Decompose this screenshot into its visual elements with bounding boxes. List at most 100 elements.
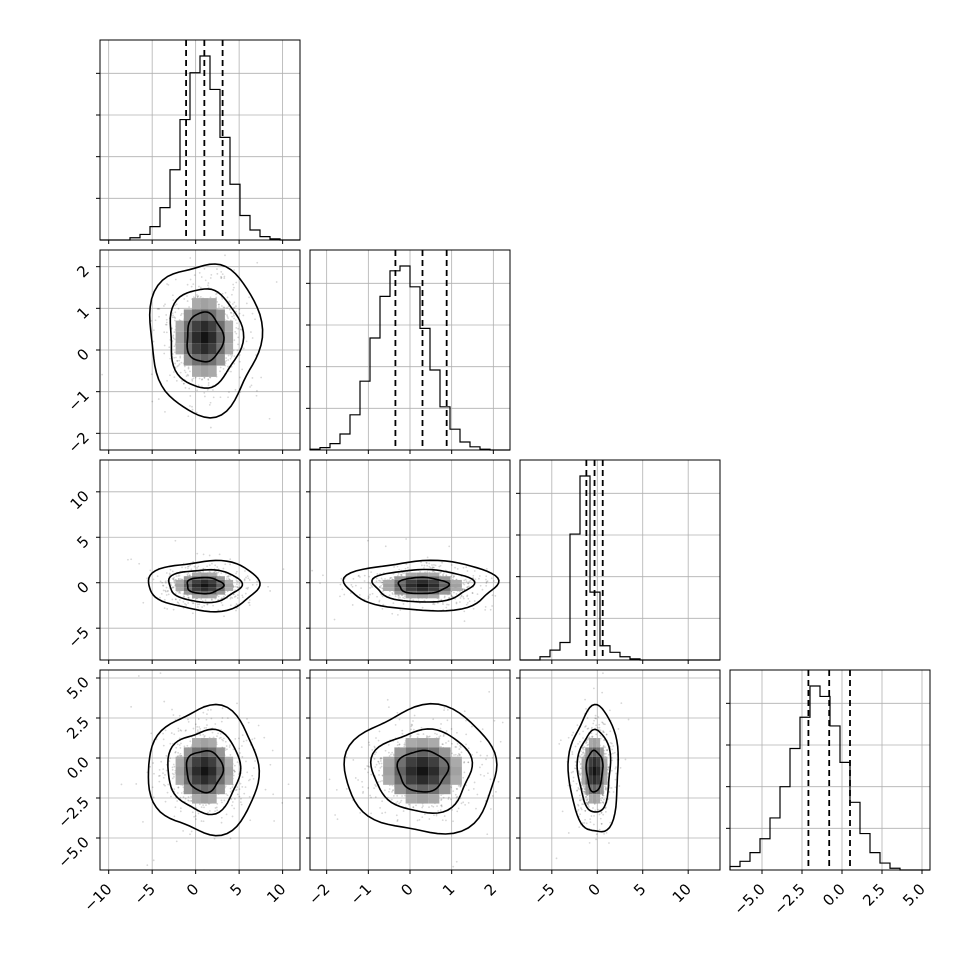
scatter-point: [456, 788, 459, 790]
density-cell: [405, 775, 417, 785]
scatter-point: [373, 787, 376, 789]
contour-level-2: [342, 559, 500, 612]
scatter-point: [397, 572, 400, 575]
scatter-point: [183, 298, 186, 300]
scatter-point: [191, 379, 194, 382]
scatter-point: [238, 308, 241, 311]
scatter-point: [460, 594, 463, 597]
scatter-point: [467, 747, 470, 750]
scatter-point: [574, 745, 577, 748]
scatter-point: [468, 580, 471, 583]
scatter-point: [441, 819, 444, 822]
scatter-point: [220, 799, 223, 802]
scatter-point: [602, 723, 605, 726]
scatter-point: [221, 292, 224, 295]
scatter-point: [398, 743, 401, 746]
scatter-point: [195, 411, 198, 414]
scatter-point: [595, 733, 598, 736]
scatter-point: [447, 603, 450, 606]
scatter-point: [179, 592, 182, 594]
scatter-point: [442, 733, 445, 736]
scatter-point: [396, 819, 399, 821]
scatter-point: [386, 698, 389, 701]
scatter-point: [593, 803, 596, 805]
density-cell: [183, 354, 193, 366]
scatter-point: [591, 735, 594, 738]
scatter-point: [206, 603, 209, 606]
scatter-point: [219, 732, 222, 735]
scatter-point: [592, 807, 594, 809]
scatter-point: [586, 727, 589, 730]
x-tick-label: −5.0: [730, 880, 768, 918]
scatter-point: [229, 353, 232, 356]
scatter-point: [581, 803, 584, 806]
scatter-point: [406, 566, 409, 569]
scatter-point: [609, 730, 612, 733]
scatter-point: [216, 802, 219, 805]
density-cell: [596, 756, 601, 767]
density-cell: [428, 775, 440, 785]
scatter-point: [610, 769, 613, 772]
scatter-point: [256, 580, 258, 583]
scatter-point: [172, 578, 175, 581]
scatter-point: [220, 305, 223, 307]
y-tick-label: −5: [64, 623, 92, 651]
density-cell: [439, 756, 451, 767]
scatter-point: [377, 760, 380, 763]
scatter-point: [224, 749, 227, 751]
scatter-point: [246, 587, 249, 590]
scatter-point: [339, 595, 341, 598]
scatter-point: [438, 565, 441, 568]
scatter-point: [425, 562, 428, 564]
scatter-point: [232, 288, 235, 291]
scatter-point: [485, 580, 488, 583]
scatter-point: [434, 564, 437, 567]
scatter-point: [384, 578, 386, 580]
scatter-point: [229, 575, 231, 577]
scatter-point: [579, 755, 581, 758]
scatter-point: [246, 771, 249, 774]
scatter-point: [187, 597, 190, 600]
scatter-point: [578, 772, 581, 775]
scatter-point: [429, 566, 432, 569]
scatter-point: [440, 798, 443, 801]
scatter-point: [173, 376, 176, 379]
scatter-point: [361, 792, 364, 794]
scatter-point: [457, 807, 460, 810]
scatter-point: [433, 603, 436, 606]
scatter-point: [171, 294, 174, 297]
scatter-point: [379, 757, 382, 759]
contour-level-2: [567, 703, 620, 833]
scatter-point: [162, 589, 165, 592]
density-cell: [592, 738, 597, 748]
scatter-point: [577, 786, 580, 789]
scatter-point: [577, 803, 579, 806]
scatter-point: [582, 803, 585, 806]
scatter-point: [304, 561, 306, 563]
scatter-point: [401, 732, 404, 735]
scatter-point: [240, 328, 243, 331]
scatter-point: [196, 295, 199, 298]
y-tick-label: −5.0: [54, 833, 92, 871]
scatter-point: [607, 767, 610, 770]
scatter-point: [452, 865, 455, 868]
scatter-point: [172, 714, 175, 716]
scatter-point: [172, 578, 175, 580]
scatter-point: [580, 807, 582, 809]
scatter-point: [164, 784, 166, 787]
scatter-point: [186, 573, 189, 576]
x-tick-label: 5: [630, 880, 649, 899]
scatter-point: [466, 570, 469, 572]
scatter-point: [609, 821, 612, 824]
scatter-point: [597, 808, 600, 811]
scatter-point: [602, 730, 605, 732]
scatter-point: [189, 370, 191, 373]
scatter-point: [177, 786, 180, 789]
scatter-point: [243, 792, 246, 795]
scatter-point: [608, 842, 610, 844]
scatter-point: [601, 801, 604, 804]
scatter-point: [282, 568, 285, 571]
scatter-point: [379, 760, 382, 762]
scatter-point: [235, 609, 237, 612]
scatter-point: [588, 841, 591, 844]
